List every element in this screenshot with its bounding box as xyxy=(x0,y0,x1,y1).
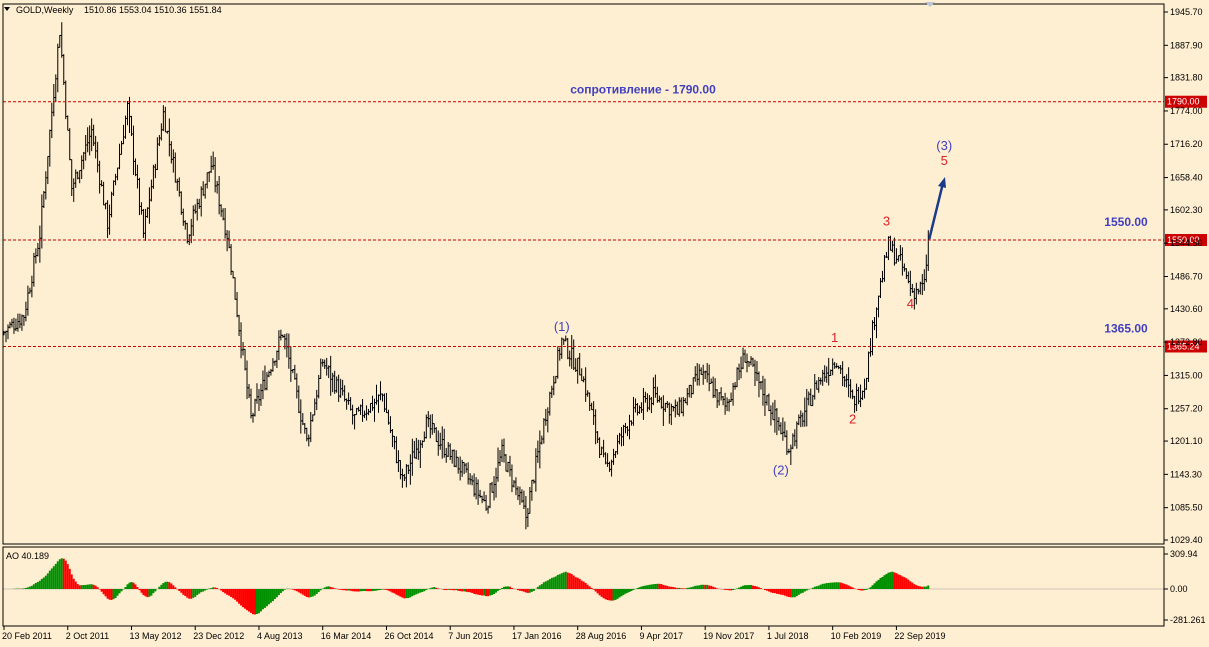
x-tick-label: 9 Apr 2017 xyxy=(639,631,683,641)
wave-label-major: (3) xyxy=(936,138,952,153)
level-label: сопротивление - 1790.00 xyxy=(570,83,716,97)
x-tick-label: 7 Jun 2015 xyxy=(448,631,493,641)
ao-y-tick-label: 0.00 xyxy=(1170,584,1188,594)
ao-y-tick-label: 309.94 xyxy=(1170,549,1198,559)
y-tick-label: 1257.20 xyxy=(1170,404,1203,414)
ohlc-bar xyxy=(927,230,930,271)
y-tick-label: 1716.20 xyxy=(1170,139,1203,149)
symbol-label: GOLD,Weekly xyxy=(16,5,74,15)
y-tick-label: 1201.10 xyxy=(1170,436,1203,446)
x-tick-label: 13 May 2012 xyxy=(129,631,181,641)
forecast-arrow xyxy=(928,177,946,240)
x-tick-label: 28 Aug 2016 xyxy=(576,631,627,641)
x-tick-label: 22 Sep 2019 xyxy=(894,631,945,641)
axes: 1945.70 1887.90 1831.80 1774.00 1716.20 1658.… xyxy=(2,3,1206,641)
y-tick-label: 1887.90 xyxy=(1170,40,1203,50)
chart-header: GOLD,Weekly 1510.86 1553.04 1510.36 1551… xyxy=(4,5,222,15)
level-price-tag xyxy=(1165,340,1207,353)
y-tick-label: 1544.50 xyxy=(1170,238,1203,248)
y-tick-label: 1774.00 xyxy=(1170,106,1203,116)
wave-labels: (1) (2) (3) 1 2 3 4 5 xyxy=(554,138,952,477)
level-tag-text: 1365.24 xyxy=(1167,341,1200,351)
main-panel-frame xyxy=(2,3,1165,545)
ao-y-tick-label: -281.261 xyxy=(1170,615,1206,625)
x-tick-label: 10 Feb 2019 xyxy=(831,631,882,641)
wave-label-major: (1) xyxy=(554,319,570,334)
ao-histogram xyxy=(3,558,1164,615)
arrow-head-icon xyxy=(938,177,946,188)
x-tick-label: 20 Feb 2011 xyxy=(2,631,52,641)
shift-marker-icon[interactable] xyxy=(925,2,935,7)
level-tag-text: 1790.00 xyxy=(1167,97,1200,107)
y-tick-label: 1372.80 xyxy=(1170,337,1203,347)
level-price-tag xyxy=(1165,234,1207,247)
y-tick-label: 1029.40 xyxy=(1170,535,1203,545)
x-tick-label: 23 Dec 2012 xyxy=(193,631,244,641)
level-tag-text: 1550.00 xyxy=(1167,235,1200,245)
y-tick-label: 1315.00 xyxy=(1170,370,1203,380)
wave-label-minor: 2 xyxy=(849,411,856,426)
ao-title: AO 40.189 xyxy=(6,551,49,561)
dropdown-triangle-icon[interactable] xyxy=(4,7,10,11)
wave-label-minor: 3 xyxy=(883,214,890,229)
forecast-arrow-line[interactable] xyxy=(928,182,945,240)
level-label: 1550.00 xyxy=(1104,215,1148,229)
ohlc-values: 1510.86 1553.04 1510.36 1551.84 xyxy=(84,5,222,15)
y-tick-label: 1085.50 xyxy=(1170,503,1203,513)
y-tick-label: 1486.70 xyxy=(1170,271,1203,281)
wave-label-major: (2) xyxy=(773,463,789,478)
price-bars xyxy=(3,22,930,530)
y-tick-label: 1430.60 xyxy=(1170,304,1203,314)
level-price-tag xyxy=(1165,95,1207,108)
x-tick-label: 26 Oct 2014 xyxy=(384,631,433,641)
y-tick-label: 1143.30 xyxy=(1170,469,1202,479)
x-tick-label: 2 Oct 2011 xyxy=(66,631,109,641)
x-tick-label: 16 Mar 2014 xyxy=(321,631,372,641)
y-tick-label: 1945.70 xyxy=(1170,7,1203,17)
ao-panel-frame xyxy=(2,546,1165,627)
x-tick-label: 1 Jul 2018 xyxy=(767,631,809,641)
x-tick-label: 19 Nov 2017 xyxy=(703,631,754,641)
price-levels: 1790.00 сопротивление - 1790.00 1550.00 155… xyxy=(3,83,1207,353)
wave-label-minor: 5 xyxy=(941,153,948,168)
wave-label-minor: 1 xyxy=(831,330,838,345)
x-tick-label: 4 Aug 2013 xyxy=(257,631,303,641)
level-label: 1365.00 xyxy=(1104,321,1148,335)
y-tick-label: 1831.80 xyxy=(1170,73,1203,83)
y-tick-label: 1658.40 xyxy=(1170,173,1203,183)
x-tick-label: 17 Jan 2016 xyxy=(512,631,562,641)
y-tick-label: 1602.30 xyxy=(1170,205,1203,215)
wave-label-minor: 4 xyxy=(907,296,914,311)
